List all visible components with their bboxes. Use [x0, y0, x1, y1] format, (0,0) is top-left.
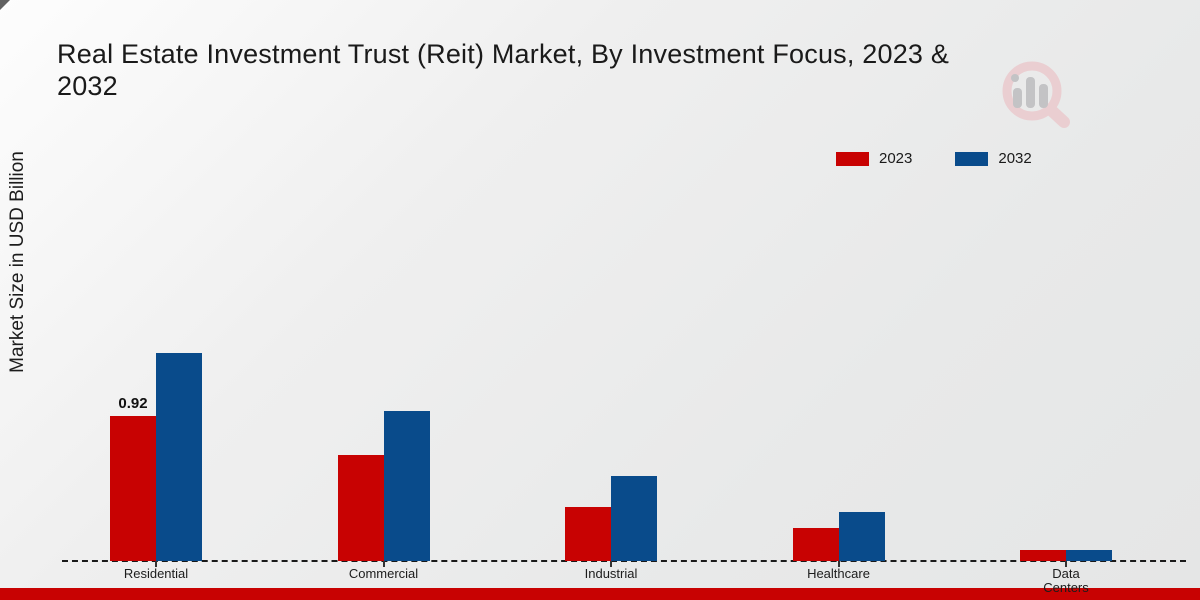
bar-value-label: 0.92 [118, 395, 148, 412]
legend-label-2023: 2023 [879, 150, 913, 167]
x-axis-baseline [62, 560, 1186, 562]
page-corner-artifact [0, 0, 10, 10]
x-axis-category-label: Data Centers [1043, 566, 1089, 596]
magnifier-bar-chart-logo-icon [1002, 61, 1070, 128]
bar-2023-healthcare [792, 528, 839, 561]
footer-accent-bar [0, 588, 1200, 600]
x-axis-tick [610, 561, 612, 567]
chart-title-line2: 2032 [57, 71, 118, 102]
bar-2023-industrial [565, 507, 611, 561]
x-axis-category-label: Commercial [348, 566, 419, 581]
bar-2032-industrial [611, 476, 657, 561]
x-axis-tick [382, 561, 385, 567]
chart-title: Real Estate Investment Trust (Reit) Mark… [57, 38, 1142, 103]
bar-2023-commercial [337, 455, 384, 561]
legend-label-2032: 2032 [998, 150, 1032, 167]
x-axis-tick [1065, 561, 1067, 567]
x-axis-tick [837, 561, 840, 567]
bar-2032-data-centers [1066, 550, 1112, 561]
bar-2032-commercial [383, 411, 430, 561]
legend: 2023 2032 [836, 150, 1032, 167]
bar-2032-residential [156, 353, 202, 561]
x-axis-tick [155, 561, 157, 567]
bar-2032-healthcare [838, 512, 885, 561]
legend-swatch-2032 [955, 151, 989, 166]
x-axis-category-label: Residential [123, 566, 189, 581]
x-axis-category-label: Healthcare [807, 566, 870, 581]
legend-swatch-2023 [836, 151, 869, 166]
bar-2023-residential [110, 416, 156, 561]
bar-2023-data-centers [1020, 550, 1066, 561]
chart-title-line1: Real Estate Investment Trust (Reit) Mark… [57, 39, 950, 69]
x-axis-category-label: Industrial [584, 566, 638, 581]
